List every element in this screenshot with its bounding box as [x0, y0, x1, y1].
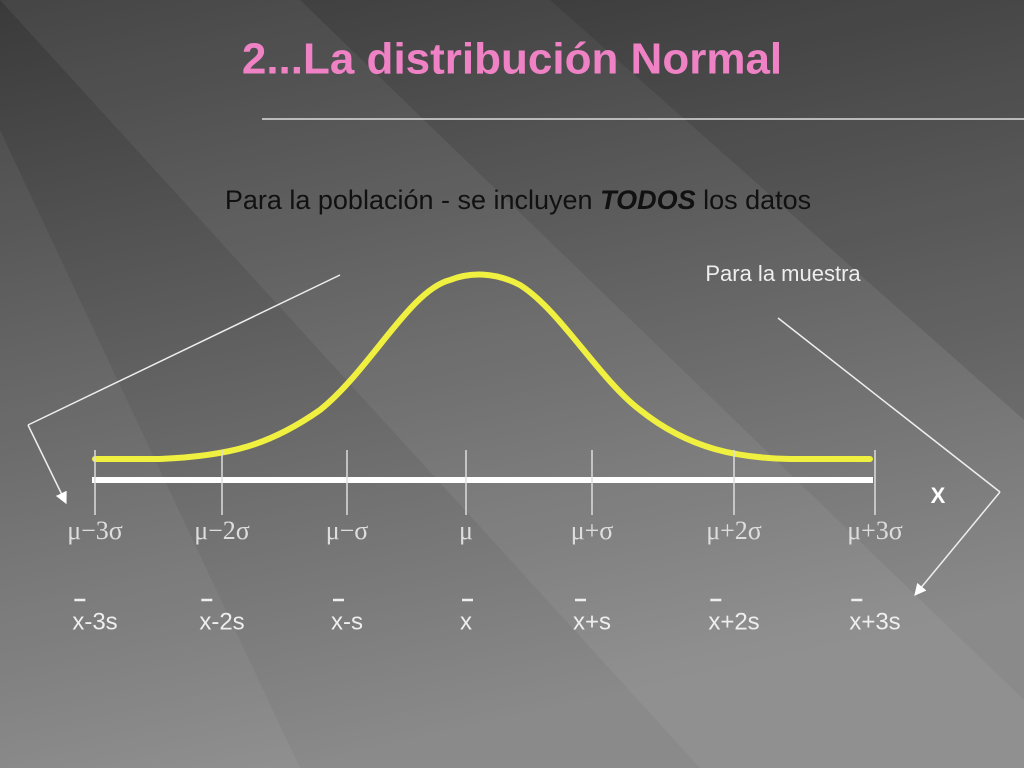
sample-label: x+3s: [849, 608, 900, 635]
population-label: μ−3σ: [67, 516, 123, 545]
population-label: μ−2σ: [194, 516, 250, 545]
pointer: [27, 274, 341, 426]
title: 2...La distribución Normal: [242, 35, 782, 84]
sample-label: x+2s: [708, 608, 759, 635]
sample-label: x-s: [331, 608, 363, 635]
sample-label: x+s: [573, 608, 611, 635]
population-label: μ+3σ: [847, 516, 903, 545]
population-label: μ+σ: [571, 516, 614, 545]
sample-label: x-2s: [199, 608, 244, 635]
pointer: [777, 317, 1001, 493]
sample-label: x-3s: [72, 608, 117, 635]
sample-note: Para la muestra: [705, 261, 861, 286]
sample-label: x: [460, 608, 472, 635]
subtitle-text: Para la población - se incluyen: [225, 185, 600, 215]
population-label: μ−σ: [326, 516, 369, 545]
pointer-arrow: [27, 424, 67, 505]
pointer-arrow: [914, 491, 1001, 596]
population-label: μ+2σ: [706, 516, 762, 545]
population-label: μ: [459, 516, 473, 545]
subtitle-text: los datos: [696, 185, 812, 215]
axis-label: X: [931, 483, 946, 508]
normal-curve: [92, 271, 873, 462]
bg-stripe: [0, 130, 300, 768]
bg-stripe: [550, 0, 1024, 420]
labels: μ−3σ μ−2σ μ−σ μ μ+σ μ+2σ μ+3σ x-3s x-2s x-s x x+s x+…: [67, 450, 903, 635]
subtitle: Para la población - se incluyen TODOS lo…: [225, 185, 811, 215]
subtitle-emphasis: TODOS: [600, 185, 696, 215]
